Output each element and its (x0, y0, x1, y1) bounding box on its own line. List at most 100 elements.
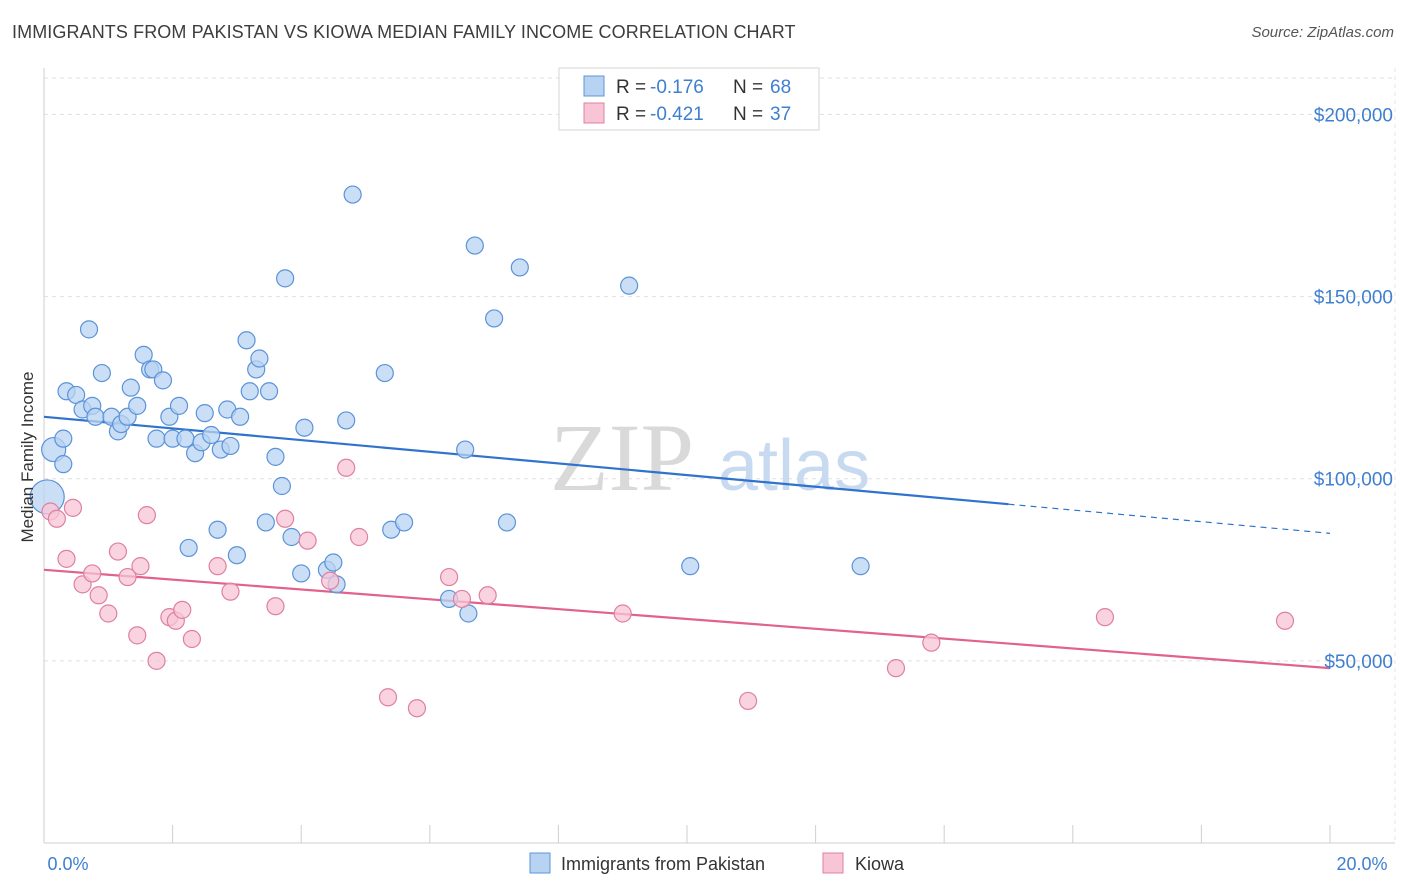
point-pakistan (259, 382, 279, 401)
point-pakistan (147, 429, 166, 448)
point-kiowa (63, 498, 83, 517)
point-pakistan (176, 429, 195, 448)
point-pakistan (324, 553, 343, 572)
point-kiowa (337, 458, 356, 477)
bottom-legend-label-pink: Kiowa (855, 854, 905, 874)
point-kiowa (221, 582, 240, 601)
point-kiowa (173, 600, 192, 619)
x-tick-labels: 0.0% 20.0% (47, 854, 1387, 874)
point-kiowa (118, 567, 137, 587)
point-pakistan (121, 378, 140, 397)
point-pakistan (208, 520, 227, 539)
point-pakistan (237, 331, 256, 350)
axes (43, 68, 1396, 844)
point-pakistan (272, 476, 292, 496)
grid-lines (44, 77, 1395, 662)
point-pakistan (497, 513, 517, 532)
x-tick-label: 0.0% (47, 854, 88, 874)
point-kiowa (83, 564, 102, 583)
point-pakistan (292, 564, 311, 583)
point-kiowa (99, 604, 118, 623)
source-label: Source: ZipAtlas.com (1251, 24, 1394, 41)
bottom-legend-label-blue: Immigrants from Pakistan (561, 854, 765, 874)
point-kiowa (137, 506, 156, 525)
bottom-legend: Immigrants from Pakistan Kiowa (529, 852, 905, 874)
point-kiowa (886, 659, 906, 678)
point-kiowa (378, 688, 398, 707)
x-tick-label: 20.0% (1336, 854, 1387, 874)
point-pakistan (169, 396, 189, 415)
point-pakistan (456, 440, 475, 459)
point-pakistan (227, 546, 246, 565)
point-pakistan (128, 396, 147, 415)
point-kiowa (922, 633, 941, 652)
legend-swatch-pink (583, 102, 605, 124)
point-kiowa (349, 527, 369, 547)
point-kiowa (407, 699, 427, 718)
legend-n-value-2: 37 (770, 104, 791, 125)
point-kiowa (1275, 611, 1295, 630)
point-kiowa (276, 509, 295, 528)
point-pakistan (485, 309, 504, 328)
point-pakistan (266, 447, 285, 466)
trend-line-pakistan-extension (1008, 503, 1331, 534)
point-kiowa (108, 542, 128, 561)
point-pakistan (54, 455, 73, 474)
point-pakistan (295, 418, 314, 437)
point-kiowa (47, 509, 66, 528)
point-pakistan (337, 411, 356, 430)
y-tick-label: $100,000 (1314, 470, 1393, 491)
watermark-zip: ZIP (550, 404, 694, 511)
point-kiowa (89, 586, 108, 605)
legend-r-label-2: R = (616, 104, 646, 125)
point-pakistan (282, 527, 301, 547)
point-pakistan (510, 258, 529, 277)
y-tick-labels: $50,000 $100,000 $150,000 $200,000 (1314, 105, 1393, 672)
legend-r-label-1: R = (616, 77, 646, 98)
legend-r-value-1: -0.176 (650, 77, 704, 98)
point-kiowa (1095, 608, 1115, 627)
point-kiowa (738, 691, 758, 711)
point-pakistan (851, 557, 870, 576)
y-tick-label: $50,000 (1324, 652, 1393, 673)
point-pakistan (681, 557, 700, 576)
point-kiowa (452, 589, 472, 609)
point-kiowa (613, 604, 632, 623)
point-pakistan (202, 425, 221, 445)
point-pakistan (250, 349, 269, 368)
legend-swatch-blue (583, 75, 605, 97)
point-pakistan (276, 269, 295, 288)
chart-title: IMMIGRANTS FROM PAKISTAN VS KIOWA MEDIAN… (12, 22, 796, 42)
point-pakistan (221, 436, 240, 456)
point-kiowa (439, 567, 459, 587)
legend-n-value-1: 68 (770, 77, 791, 98)
point-kiowa (57, 549, 76, 568)
y-tick-label: $200,000 (1314, 105, 1393, 126)
legend: R = -0.176 N = 68 R = -0.421 N = 37 (558, 67, 820, 131)
trend-line-kiowa (43, 568, 1331, 670)
point-pakistan (195, 404, 214, 423)
point-pakistan (240, 382, 259, 401)
y-axis-label: Median Family Income (18, 371, 37, 542)
point-kiowa (321, 571, 340, 590)
point-pakistan (54, 429, 73, 448)
point-pakistan (79, 320, 99, 339)
point-pakistan (179, 538, 198, 558)
y-tick-label: $150,000 (1314, 288, 1393, 309)
point-pakistan (375, 363, 394, 383)
point-pakistan (256, 513, 275, 532)
data-points (29, 185, 1295, 718)
point-pakistan (92, 363, 111, 383)
point-kiowa (128, 626, 147, 645)
legend-n-label-1: N = (733, 77, 763, 98)
point-kiowa (182, 629, 201, 649)
point-kiowa (266, 597, 285, 616)
point-kiowa (298, 531, 317, 550)
bottom-legend-swatch-blue (529, 852, 551, 874)
point-pakistan (465, 236, 484, 255)
point-pakistan (620, 276, 639, 295)
point-kiowa (131, 557, 150, 576)
point-kiowa (208, 557, 227, 576)
point-pakistan (86, 407, 105, 426)
